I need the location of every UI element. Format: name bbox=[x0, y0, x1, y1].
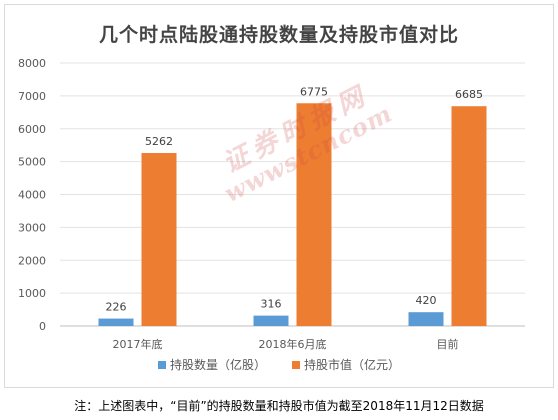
bar-value-0 bbox=[141, 153, 177, 326]
bar-quantity-1 bbox=[253, 315, 289, 326]
bar-quantity-0 bbox=[98, 318, 134, 326]
y-axis: 0 1000 2000 3000 4000 5000 6000 7000 8000 bbox=[18, 57, 46, 333]
bar-value-2 bbox=[451, 106, 487, 326]
data-label-value-0: 5262 bbox=[145, 135, 173, 148]
legend-swatch-value bbox=[292, 361, 300, 369]
x-category-label-1: 2018年6月底 bbox=[259, 337, 327, 351]
y-tick-label-7000: 7000 bbox=[18, 90, 46, 103]
chart-title: 几个时点陆股通持股数量及持股市值对比 bbox=[98, 24, 459, 46]
data-labels: 226 5262 316 6775 420 6685 bbox=[106, 85, 484, 313]
bars bbox=[98, 103, 487, 326]
y-tick-label-6000: 6000 bbox=[18, 123, 46, 136]
bar-chart: 0 1000 2000 3000 4000 5000 6000 7000 8000 226 526… bbox=[18, 57, 525, 372]
x-category-label-0: 2017年底 bbox=[113, 337, 163, 351]
legend-label-value: 持股市值（亿元） bbox=[304, 357, 400, 372]
y-tick-label-0: 0 bbox=[39, 320, 46, 333]
data-label-quantity-0: 226 bbox=[106, 301, 127, 314]
legend: 持股数量（亿股） 持股市值（亿元） bbox=[158, 357, 400, 372]
gridlines bbox=[60, 62, 525, 327]
bar-value-1 bbox=[296, 103, 332, 326]
y-tick-label-3000: 3000 bbox=[18, 221, 46, 234]
data-label-quantity-2: 420 bbox=[416, 294, 437, 307]
x-axis: 2017年底 2018年6月底 目前 bbox=[113, 337, 459, 351]
legend-label-quantity: 持股数量（亿股） bbox=[170, 357, 266, 372]
data-label-value-1: 6775 bbox=[300, 85, 328, 98]
footnote: 注：上述图表中，“目前”的持股数量和持股市值为截至2018年11月12日数据 bbox=[74, 399, 484, 413]
data-label-value-2: 6685 bbox=[455, 88, 483, 101]
x-category-label-2: 目前 bbox=[437, 337, 459, 351]
y-tick-label-2000: 2000 bbox=[18, 254, 46, 267]
y-tick-label-8000: 8000 bbox=[18, 57, 46, 70]
bar-quantity-2 bbox=[408, 312, 444, 326]
y-tick-label-1000: 1000 bbox=[18, 287, 46, 300]
data-label-quantity-1: 316 bbox=[261, 298, 282, 311]
legend-swatch-quantity bbox=[158, 361, 166, 369]
y-tick-label-4000: 4000 bbox=[18, 189, 46, 202]
y-tick-label-5000: 5000 bbox=[18, 156, 46, 169]
